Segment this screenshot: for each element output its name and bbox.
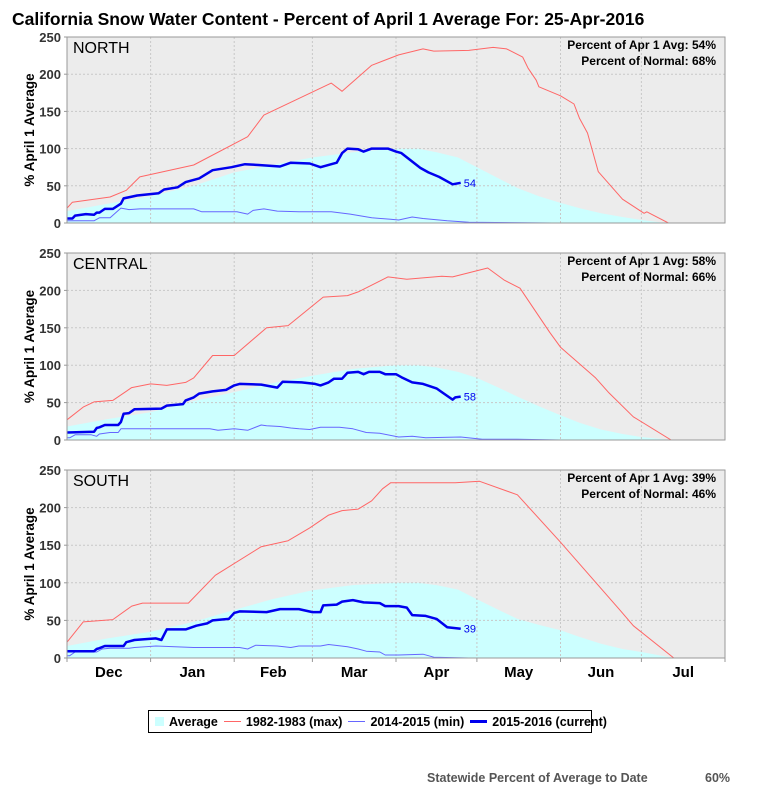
x-month-label: Feb xyxy=(260,664,287,681)
percent-apr1-stat: Percent of Apr 1 Avg: 39% xyxy=(567,471,716,485)
max-line-icon xyxy=(223,721,241,722)
min-2014-2015-line xyxy=(67,207,725,223)
percent-normal-stat: Percent of Normal: 66% xyxy=(581,270,716,284)
y-tick-label: 0 xyxy=(54,216,61,231)
y-tick-label: 250 xyxy=(39,463,61,478)
y-tick-label: 0 xyxy=(54,651,61,666)
percent-normal-stat: Percent of Normal: 46% xyxy=(581,487,716,501)
y-tick-label: 250 xyxy=(39,30,61,45)
y-tick-label: 150 xyxy=(39,538,61,553)
current-2015-2016-line xyxy=(67,598,461,653)
statewide-value: 60% xyxy=(705,771,731,785)
region-label: CENTRAL xyxy=(73,256,148,273)
chart-title: California Snow Water Content - Percent … xyxy=(12,9,645,29)
y-tick-label: 200 xyxy=(39,67,61,82)
legend-min-label: 2014-2015 (min) xyxy=(370,714,465,729)
y-tick-label: 0 xyxy=(54,433,61,448)
legend-max: 1982-1983 (max) xyxy=(223,714,343,729)
y-tick-label: 200 xyxy=(39,283,61,298)
region-label: SOUTH xyxy=(73,473,129,490)
max-1982-1983-line xyxy=(67,267,672,440)
percent-normal-stat: Percent of Normal: 68% xyxy=(581,54,716,68)
x-month-label: May xyxy=(504,664,534,681)
y-tick-label: 50 xyxy=(47,613,61,628)
max-1982-1983-line xyxy=(67,46,669,223)
current-end-label: 39 xyxy=(464,624,476,636)
x-month-label: Dec xyxy=(95,664,123,681)
panel-south: 39 0 50 100 150 200 250 % April 1 Average SOUTH P… xyxy=(22,463,726,681)
plot-border xyxy=(66,36,726,224)
y-tick-label: 50 xyxy=(47,396,61,411)
legend-current: 2015-2016 (current) xyxy=(470,715,607,729)
y-axis-title: % April 1 Average xyxy=(22,507,37,621)
y-tick-label: 250 xyxy=(39,246,61,261)
y-tick-label: 200 xyxy=(39,501,61,516)
percent-apr1-stat: Percent of Apr 1 Avg: 54% xyxy=(567,38,716,52)
region-label: NORTH xyxy=(73,40,130,57)
y-tick-label: 150 xyxy=(39,321,61,336)
current-end-label: 58 xyxy=(464,392,476,404)
x-month-label: Jun xyxy=(588,664,615,681)
current-2015-2016-line xyxy=(67,370,461,434)
legend-max-label: 1982-1983 (max) xyxy=(245,714,343,729)
x-month-label: Jul xyxy=(672,664,694,681)
min-2014-2015-line xyxy=(67,644,725,658)
statewide-label: Statewide Percent of Average to Date xyxy=(427,771,648,785)
y-tick-label: 100 xyxy=(39,358,61,373)
x-month-label: Jan xyxy=(179,664,205,681)
y-tick-label: 100 xyxy=(39,576,61,591)
x-month-label: Mar xyxy=(341,664,368,681)
legend-average: Average xyxy=(155,715,218,729)
x-month-label: Apr xyxy=(424,664,450,681)
min-2014-2015-line xyxy=(67,424,725,440)
legend-min: 2014-2015 (min) xyxy=(348,715,464,729)
min-line-icon xyxy=(348,721,366,722)
current-end-label: 54 xyxy=(464,178,476,190)
panel-north: 54 0 50 100 150 200 250 % April 1 Average NORTH P… xyxy=(22,30,726,231)
y-tick-label: 150 xyxy=(39,104,61,119)
y-axis-title: % April 1 Average xyxy=(22,289,37,403)
y-tick-label: 50 xyxy=(47,179,61,194)
legend: Average 1982-1983 (max) 2014-2015 (min) … xyxy=(148,710,607,733)
current-2015-2016-line xyxy=(67,147,461,220)
legend-average-label: Average xyxy=(169,714,218,729)
y-tick-label: 100 xyxy=(39,142,61,157)
panel-central: 58 0 50 100 150 200 250 % April 1 Average CENTRA… xyxy=(22,246,726,448)
y-axis-title: % April 1 Average xyxy=(22,73,37,187)
average-swatch-icon xyxy=(155,717,164,726)
percent-apr1-stat: Percent of Apr 1 Avg: 58% xyxy=(567,254,716,268)
plot-border xyxy=(66,252,726,441)
current-line-icon xyxy=(470,720,488,723)
legend-current-label: 2015-2016 (current) xyxy=(492,714,607,729)
max-1982-1983-line xyxy=(67,480,675,658)
